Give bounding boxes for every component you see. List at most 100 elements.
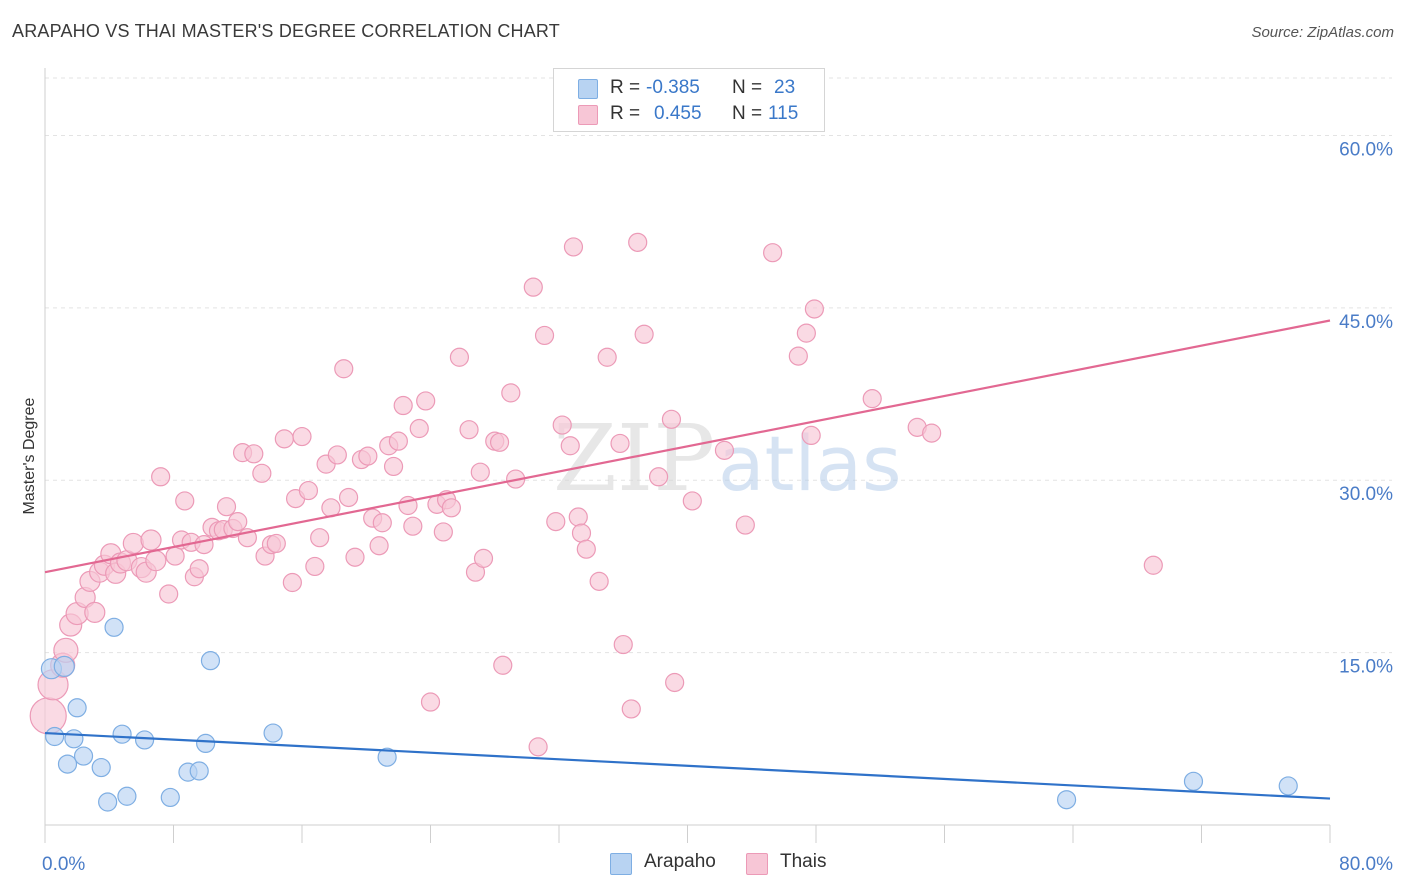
thais-point: [175, 491, 195, 511]
thais-point: [493, 655, 513, 675]
thais-point: [560, 436, 580, 456]
thais-point: [449, 347, 470, 367]
thais-point: [552, 415, 572, 435]
thais-point: [393, 395, 413, 416]
trend-lines: [44, 319, 1331, 800]
thais-point: [122, 532, 144, 555]
arapaho-legend-swatch: [610, 853, 632, 875]
thais-point: [1143, 555, 1163, 575]
thais-point: [501, 383, 521, 403]
thais-point: [145, 550, 167, 572]
thais-point: [416, 391, 436, 411]
thais-point: [682, 491, 702, 511]
arapaho-point: [98, 792, 118, 812]
thais-point: [274, 429, 294, 449]
y-tick-labels: 15.0% 30.0% 45.0% 60.0%: [1339, 139, 1393, 677]
thais-point: [714, 440, 735, 460]
thais-point: [403, 516, 423, 536]
r-label: R =: [610, 77, 641, 98]
arapaho-point: [53, 655, 75, 678]
thais-point: [216, 497, 237, 517]
thais-point: [388, 431, 408, 451]
thais-point: [140, 529, 162, 551]
thais-point: [922, 423, 942, 443]
arapaho-point: [263, 723, 283, 743]
thais-point: [801, 425, 821, 446]
thais-point: [310, 528, 330, 548]
arapaho-point: [64, 729, 84, 749]
x-tick-label: 0.0%: [42, 854, 85, 875]
thais-point: [372, 513, 392, 533]
thais-point: [358, 446, 378, 466]
thais-point: [383, 456, 404, 477]
thais-point: [151, 467, 171, 487]
thais-point: [804, 299, 824, 319]
arapaho-point: [73, 746, 94, 766]
thais-point: [568, 507, 588, 527]
thais-point: [528, 737, 548, 757]
y-tick-label: 60.0%: [1339, 139, 1393, 160]
thais-point: [610, 433, 630, 454]
thais-point: [576, 539, 596, 559]
thais-legend-swatch: [746, 853, 768, 875]
arapaho-point: [1278, 776, 1298, 796]
thais-point: [489, 432, 510, 452]
thais-point: [661, 409, 682, 429]
thais-point: [735, 515, 755, 535]
arapaho-point: [67, 698, 87, 718]
thais-point: [252, 463, 272, 483]
y-tick-label: 15.0%: [1339, 657, 1393, 678]
r-value: -0.385: [646, 77, 700, 98]
arapaho-point: [200, 651, 221, 671]
arapaho-point: [112, 724, 132, 744]
thais-point: [459, 420, 479, 440]
y-tick-label: 45.0%: [1339, 312, 1393, 333]
thais-point: [613, 634, 633, 655]
n-label: N =: [732, 77, 763, 98]
arapaho-swatch: [578, 79, 598, 99]
arapaho-point: [134, 730, 155, 750]
stats-legend: R = -0.385 N = 23 R = 0.455 N = 115: [553, 68, 825, 132]
thais-swatch: [578, 105, 598, 125]
arapaho-point: [104, 617, 124, 637]
thais-point: [597, 347, 617, 367]
n-label: N =: [732, 103, 763, 124]
arapaho-point: [91, 757, 111, 778]
n-value: 115: [768, 103, 799, 124]
thais-point: [409, 418, 429, 439]
thais-point: [763, 243, 783, 263]
r-value: 0.455: [654, 103, 702, 124]
thais-point: [165, 546, 185, 566]
thais-point: [228, 512, 248, 532]
thais-point: [327, 445, 347, 465]
thais-point: [621, 699, 641, 719]
thais-point: [473, 548, 494, 568]
thais-point: [292, 426, 312, 447]
thais-point: [470, 462, 490, 482]
arapaho-point: [45, 726, 65, 747]
thais-point: [563, 237, 584, 257]
thais-point: [862, 389, 882, 409]
legend-label-arapaho: Arapaho: [644, 851, 716, 872]
thais-point: [282, 572, 302, 593]
y-tick-label: 30.0%: [1339, 484, 1393, 505]
x-tick-label: 80.0%: [1339, 854, 1393, 875]
arapaho-point: [189, 761, 209, 781]
thais-point: [571, 523, 592, 543]
arapaho-point: [377, 747, 397, 767]
thais-point: [298, 480, 319, 501]
thais-point: [266, 533, 286, 554]
arapaho-point: [1056, 790, 1077, 810]
arapaho-point: [1183, 771, 1204, 791]
source-label: Source: ZipAtlas.com: [1251, 24, 1394, 41]
arapaho-point: [117, 786, 137, 806]
thais-point: [441, 498, 461, 518]
thais-point: [369, 536, 389, 556]
thais-point: [788, 346, 808, 366]
thais-point: [634, 324, 654, 344]
thais-point: [244, 444, 264, 464]
thais-point: [534, 325, 555, 346]
thais-trend-line: [44, 319, 1331, 574]
thais-point: [628, 232, 648, 252]
thais-points: [29, 232, 1163, 757]
